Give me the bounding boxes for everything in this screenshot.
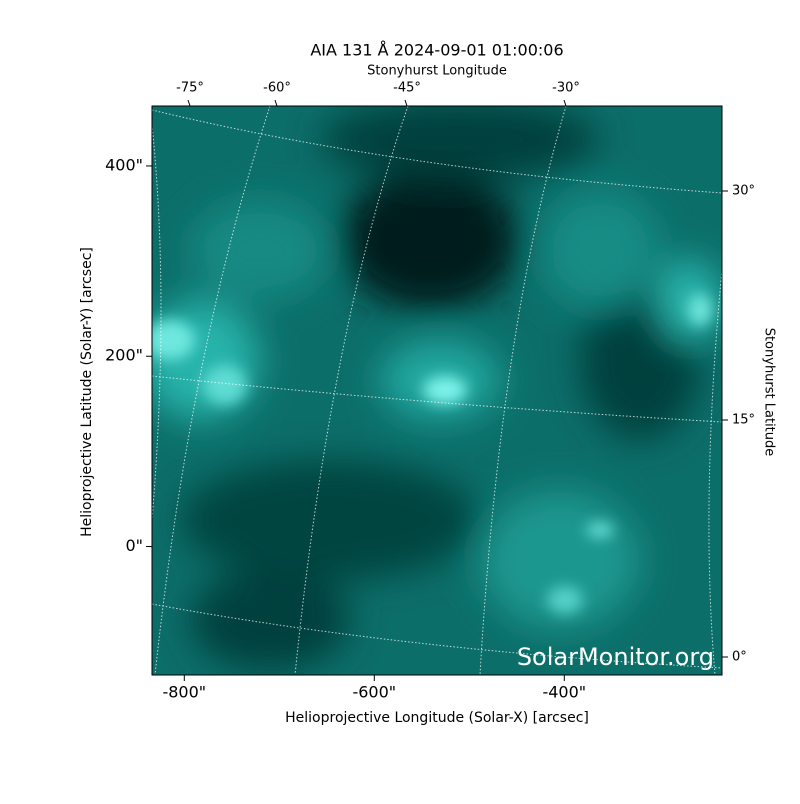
y-tick-label: 200" [105, 346, 143, 365]
y2-axis-label: Stonyhurst Latitude [762, 328, 777, 457]
watermark: SolarMonitor.org [517, 643, 714, 671]
chart-title: AIA 131 Å 2024-09-01 01:00:06 [310, 41, 563, 60]
x-axis-label: Helioprojective Longitude (Solar-X) [arc… [285, 710, 589, 726]
x2-tick-label: -30° [552, 81, 580, 96]
y2-tick-label: 30° [732, 184, 755, 199]
x-tick-label: -600" [352, 683, 396, 702]
x2-tick [187, 99, 191, 107]
y2-tick-label: 0° [732, 650, 747, 665]
x2-tick-label: -45° [393, 81, 421, 96]
y2-tick-label: 15° [732, 413, 755, 428]
x2-tick-label: -75° [176, 81, 204, 96]
x2-tick [563, 99, 567, 107]
x2-tick-label: -60° [263, 81, 291, 96]
x-tick-label: -400" [542, 683, 586, 702]
x2-axis-label: Stonyhurst Longitude [367, 64, 507, 79]
plot-frame [151, 105, 723, 676]
y-tick-label: 400" [105, 155, 143, 174]
x2-tick [404, 99, 408, 107]
x2-tick [274, 99, 278, 107]
y-axis-label: Helioprojective Latitude (Solar-Y) [arcs… [79, 247, 95, 537]
x-tick-label: -800" [162, 683, 206, 702]
solar-image [152, 106, 722, 675]
y-tick-label: 0" [125, 536, 143, 555]
